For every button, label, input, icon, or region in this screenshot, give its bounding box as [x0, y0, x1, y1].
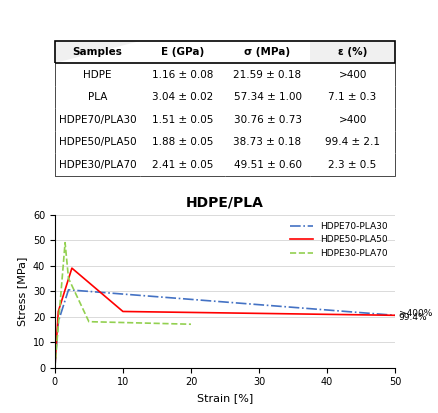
Y-axis label: Stress [MPa]: Stress [MPa] [17, 256, 27, 326]
HDPE30-PLA70 [160, 321, 165, 326]
HDPE70-PLA30 [392, 313, 397, 318]
HDPE70-PLA30 [66, 287, 71, 292]
Text: >400%: >400% [398, 309, 431, 318]
Title: HDPE/PLA: HDPE/PLA [186, 195, 263, 209]
HDPE50-PLA50 [154, 309, 159, 314]
HDPE30-PLA70 [62, 240, 67, 245]
HDPE30-PLA70 [52, 365, 57, 370]
HDPE50-PLA50 [392, 313, 397, 318]
HDPE50-PLA50 [69, 266, 74, 271]
HDPE50-PLA50 [66, 275, 71, 280]
HDPE70-PLA30 [85, 289, 91, 294]
HDPE30-PLA70 [86, 319, 91, 324]
HDPE70-PLA30 [191, 297, 196, 302]
HDPE30-PLA70 [188, 322, 193, 327]
HDPE30-PLA70 [104, 320, 109, 325]
HDPE70-PLA30 [283, 304, 288, 309]
HDPE50-PLA50 [58, 300, 64, 305]
HDPE50-PLA50 [388, 313, 393, 318]
Legend: HDPE70-PLA30, HDPE50-PLA50, HDPE30-PLA70: HDPE70-PLA30, HDPE50-PLA50, HDPE30-PLA70 [287, 219, 390, 261]
HDPE70-PLA30 [151, 294, 156, 299]
HDPE30-PLA70 [85, 317, 90, 322]
HDPE30-PLA70 [93, 319, 99, 324]
HDPE50-PLA50 [54, 334, 59, 339]
HDPE30-PLA70 [72, 290, 78, 294]
HDPE50-PLA50 [52, 365, 57, 370]
HDPE70-PLA30 [250, 302, 255, 307]
Line: HDPE70-PLA30: HDPE70-PLA30 [55, 290, 394, 368]
X-axis label: Strain [%]: Strain [%] [196, 393, 253, 403]
Line: HDPE50-PLA50: HDPE50-PLA50 [55, 268, 394, 368]
HDPE70-PLA30 [303, 306, 308, 311]
Text: 99.4%: 99.4% [398, 313, 426, 323]
HDPE50-PLA50 [55, 315, 60, 320]
HDPE70-PLA30 [52, 365, 57, 370]
Line: HDPE30-PLA70: HDPE30-PLA70 [55, 243, 191, 368]
